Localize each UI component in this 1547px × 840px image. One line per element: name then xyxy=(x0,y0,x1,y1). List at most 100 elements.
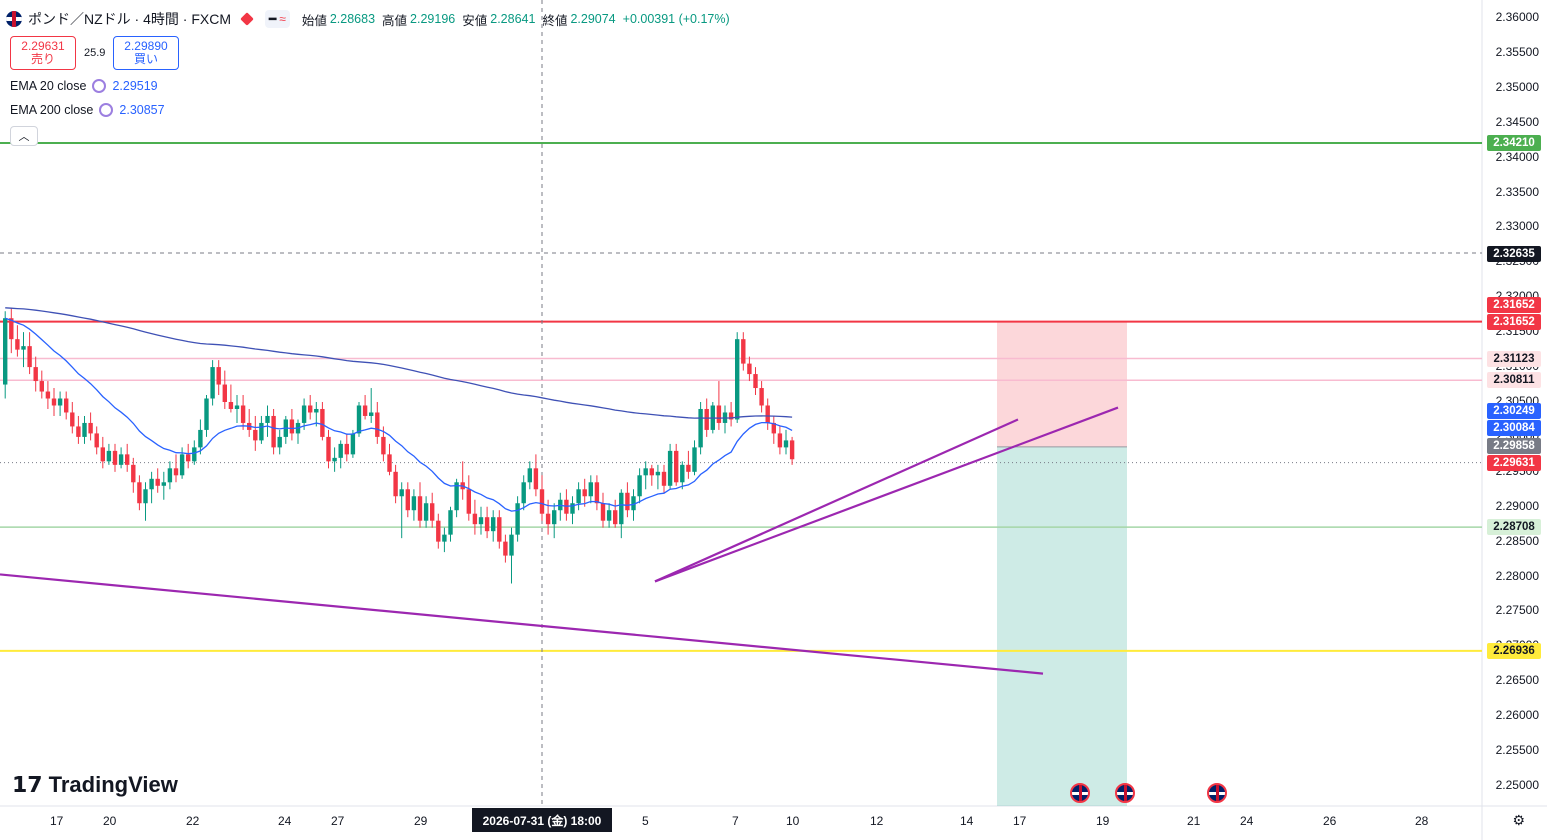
price-label: 2.30811 xyxy=(1487,372,1541,388)
trend-line-support-2 xyxy=(654,418,1019,583)
candle-body xyxy=(131,464,136,483)
candle-body xyxy=(51,398,57,406)
candle-body xyxy=(308,405,313,413)
price-label: 2.31652 xyxy=(1487,314,1541,330)
candle-body xyxy=(637,475,642,497)
price-tick: 2.28000 xyxy=(1495,568,1539,583)
candle-body xyxy=(643,468,648,476)
candle-body xyxy=(137,482,142,504)
price-label: 2.31123 xyxy=(1487,351,1541,367)
buy-button[interactable]: 2.29890 買い xyxy=(113,36,179,70)
gb-event-icon[interactable] xyxy=(1115,783,1135,803)
candle-body xyxy=(82,422,87,437)
gbp-flag-icon xyxy=(6,11,22,27)
tradingview-logo[interactable]: 𝟭𝟳 TradingView xyxy=(12,772,178,798)
take-profit-zone xyxy=(997,446,1127,806)
candle-body xyxy=(716,405,722,423)
candle-body xyxy=(741,339,746,364)
high-value: 2.29196 xyxy=(410,12,456,26)
candle-body xyxy=(33,367,38,382)
collapse-legend-button[interactable]: ︿ xyxy=(10,126,38,146)
candle-body xyxy=(655,471,661,476)
refresh-icon[interactable] xyxy=(92,79,107,93)
candle-body xyxy=(228,402,234,409)
candle-body xyxy=(747,363,752,375)
candle-body xyxy=(234,405,240,409)
candle-body xyxy=(338,443,343,458)
candle-body xyxy=(3,318,8,385)
candle-body xyxy=(45,391,51,399)
candle-body xyxy=(789,440,795,460)
candle-body xyxy=(289,419,295,434)
indicator-ema200[interactable]: EMA 200 close 2.30857 xyxy=(10,103,165,117)
candle-body xyxy=(771,422,776,434)
candle-body xyxy=(27,346,32,368)
candle-body xyxy=(216,367,221,385)
candle-body xyxy=(600,503,606,521)
candle-body xyxy=(149,478,154,490)
candle-body xyxy=(70,412,75,427)
time-tick: 24 xyxy=(278,814,292,828)
minus-icon: ━ xyxy=(269,12,277,26)
candle-body xyxy=(753,374,758,389)
price-label: 2.28708 xyxy=(1487,519,1541,535)
candle-body xyxy=(704,408,709,430)
candle-body xyxy=(57,398,63,406)
candle-body xyxy=(728,412,734,420)
candle-body xyxy=(39,381,44,392)
change-value: +0.00391 (+0.17%) xyxy=(622,12,730,26)
candle-body xyxy=(326,436,331,462)
price-tick: 2.34500 xyxy=(1495,114,1539,129)
price-tick: 2.33000 xyxy=(1495,219,1539,234)
time-tick: 14 xyxy=(960,814,974,828)
sell-button[interactable]: 2.29631 売り xyxy=(10,36,76,70)
candle-body xyxy=(173,468,179,476)
time-tick: 12 xyxy=(870,814,884,828)
chart-header: ポンド／NZドル · 4時間 · FXCM ━ ≈ 始値 2.28683 高値 … xyxy=(6,8,734,30)
candle-body xyxy=(619,492,624,525)
time-tick: 17 xyxy=(50,814,64,828)
gb-event-icon[interactable] xyxy=(1207,783,1227,803)
time-tick: 20 xyxy=(103,814,117,828)
price-tick: 2.26500 xyxy=(1495,673,1539,688)
candle-body xyxy=(198,429,203,448)
candle-body xyxy=(423,503,429,521)
candle-body xyxy=(118,454,124,465)
market-badge[interactable]: ━ ≈ xyxy=(265,10,290,28)
price-label: 2.29858 xyxy=(1487,438,1541,454)
gb-event-icon[interactable] xyxy=(1070,783,1090,803)
candle-body xyxy=(381,436,386,455)
symbol-title[interactable]: ポンド／NZドル · 4時間 · FXCM xyxy=(28,11,231,27)
candle-body xyxy=(674,450,679,483)
gear-icon[interactable]: ⚙ xyxy=(1512,812,1525,828)
candle-body xyxy=(314,408,319,413)
candle-body xyxy=(503,541,508,556)
candle-body xyxy=(411,496,417,511)
candle-body xyxy=(613,510,618,525)
candle-body xyxy=(186,454,191,462)
candle-body xyxy=(94,433,99,448)
candle-body xyxy=(606,510,612,521)
candle-body xyxy=(240,405,246,423)
price-tick: 2.28500 xyxy=(1495,533,1539,548)
close-value: 2.29074 xyxy=(570,12,616,26)
sell-price: 2.29631 xyxy=(21,39,65,53)
price-tick: 2.36000 xyxy=(1495,10,1539,24)
candle-body xyxy=(509,534,514,556)
candle-body xyxy=(222,384,227,402)
candle-body xyxy=(143,489,148,504)
refresh-icon[interactable] xyxy=(99,103,114,117)
close-label: 終値 xyxy=(542,13,568,28)
candle-body xyxy=(582,489,587,497)
sell-label: 売り xyxy=(30,52,55,66)
stop-loss-zone xyxy=(997,321,1127,447)
trend-line-lower xyxy=(0,573,1044,675)
candle-body xyxy=(442,534,447,542)
time-tick: 24 xyxy=(1240,814,1254,828)
candle-body xyxy=(210,367,215,399)
candle-body xyxy=(88,422,93,434)
indicator-ema20[interactable]: EMA 20 close 2.29519 xyxy=(10,79,158,93)
candle-body xyxy=(277,436,282,448)
candle-body xyxy=(539,489,545,514)
